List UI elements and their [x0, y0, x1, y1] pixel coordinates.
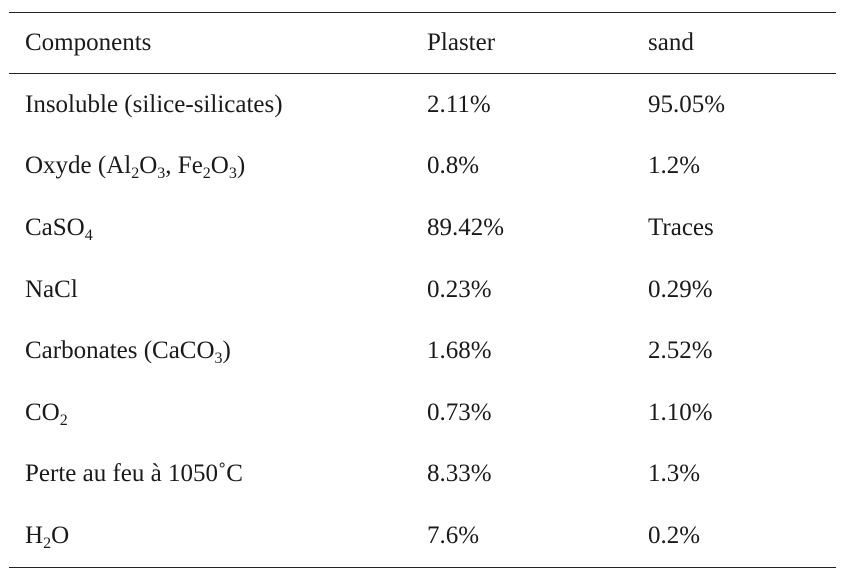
plaster-cell: 1.68%: [427, 337, 492, 365]
plaster-cell: 8.33%: [427, 460, 492, 488]
composition-table: Components Plaster sand Insoluble (silic…: [9, 12, 836, 568]
table-body: Insoluble (silice-silicates) 2.11% 95.05…: [9, 74, 836, 568]
plaster-cell: 0.8%: [427, 152, 480, 180]
header-plaster: Plaster: [427, 29, 496, 56]
header-sand: sand: [648, 29, 694, 56]
component-cell: Carbonates (CaCO3): [25, 337, 231, 368]
sand-cell: 0.29%: [648, 275, 713, 303]
sand-cell: 0.2%: [648, 521, 701, 549]
component-cell: NaCl: [25, 275, 78, 303]
component-cell: H2O: [25, 521, 70, 552]
table-row: Carbonates (CaCO3) 1.68% 2.52%: [9, 320, 836, 382]
table-row: CaSO4 89.42% Traces: [9, 197, 836, 259]
header-components: Components: [25, 29, 152, 56]
sand-cell: 1.2%: [648, 152, 701, 180]
subscript: 3: [228, 165, 237, 183]
sand-cell: 1.10%: [648, 398, 713, 426]
plaster-cell: 2.11%: [427, 90, 491, 118]
sand-cell: 1.3%: [648, 460, 701, 488]
table-row: Insoluble (silice-silicates) 2.11% 95.05…: [9, 74, 836, 136]
subscript: 2: [43, 534, 52, 552]
table-row: CO2 0.73% 1.10%: [9, 382, 836, 444]
sand-cell: Traces: [648, 213, 714, 241]
subscript: 2: [59, 411, 68, 429]
component-cell: Insoluble (silice-silicates): [25, 90, 283, 118]
table-row: Perte au feu à 1050˚C 8.33% 1.3%: [9, 444, 836, 506]
component-cell: Perte au feu à 1050˚C: [25, 460, 243, 488]
plaster-cell: 0.73%: [427, 398, 492, 426]
subscript: 3: [157, 165, 166, 183]
sand-cell: 2.52%: [648, 337, 713, 365]
subscript: 4: [84, 226, 93, 244]
subscript: 2: [131, 165, 140, 183]
table-row: H2O 7.6% 0.2%: [9, 505, 836, 568]
component-cell: CaSO4: [25, 213, 93, 244]
subscript: 3: [214, 350, 223, 368]
component-cell: CO2: [25, 398, 68, 429]
plaster-cell: 89.42%: [427, 213, 505, 241]
plaster-cell: 7.6%: [427, 521, 480, 549]
header-row: Components Plaster sand: [9, 12, 836, 74]
component-cell: Oxyde (Al2O3, Fe2O3): [25, 152, 246, 183]
plaster-cell: 0.23%: [427, 275, 492, 303]
table-row: Oxyde (Al2O3, Fe2O3) 0.8% 1.2%: [9, 136, 836, 198]
subscript: 2: [202, 165, 211, 183]
composition-table-container: Components Plaster sand Insoluble (silic…: [9, 12, 836, 568]
table-header: Components Plaster sand: [9, 12, 836, 74]
sand-cell: 95.05%: [648, 90, 726, 118]
table-row: NaCl 0.23% 0.29%: [9, 259, 836, 321]
